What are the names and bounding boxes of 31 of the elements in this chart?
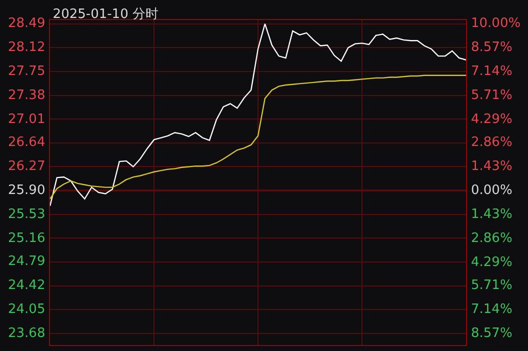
y-tick-label: 26.27 [8, 159, 46, 174]
y2-tick-label: 8.57% [471, 40, 512, 55]
y-tick-label: 25.53 [8, 207, 46, 222]
line-series [50, 23, 466, 207]
y-tick-label: 25.90 [8, 183, 46, 198]
y-tick-label: 27.38 [8, 88, 46, 103]
y-tick-label: 23.68 [8, 326, 46, 341]
line-series [50, 74, 466, 200]
y-tick-label: 28.49 [8, 16, 46, 31]
y2-tick-label: 8.57% [471, 326, 512, 341]
y2-tick-label: 5.71% [471, 88, 512, 103]
y2-tick-label: 1.43% [471, 159, 512, 174]
y2-tick-label: 7.14% [471, 64, 512, 79]
y2-tick-label: 4.29% [471, 255, 512, 270]
y-tick-label: 24.05 [8, 302, 46, 317]
y-tick-label: 26.64 [8, 135, 46, 150]
y2-tick-label: 4.29% [471, 112, 512, 127]
y-tick-label: 27.75 [8, 64, 46, 79]
chart-title: 2025-01-10 分时 [52, 6, 158, 22]
y-tick-label: 24.42 [8, 278, 46, 293]
y-tick-label: 28.12 [8, 40, 46, 55]
y-tick-label: 25.16 [8, 231, 46, 246]
y2-tick-label: 1.43% [471, 207, 512, 222]
y-tick-label: 24.79 [8, 254, 46, 269]
y2-tick-label: 7.14% [471, 302, 512, 317]
y2-tick-label: 5.71% [471, 278, 512, 293]
y-tick-label: 27.01 [8, 112, 46, 127]
y2-tick-label: 2.86% [471, 135, 512, 150]
y2-tick-label: 2.86% [471, 231, 512, 246]
y2-tick-label: 10.00% [471, 16, 521, 31]
y2-tick-label: 0.00% [471, 183, 512, 198]
